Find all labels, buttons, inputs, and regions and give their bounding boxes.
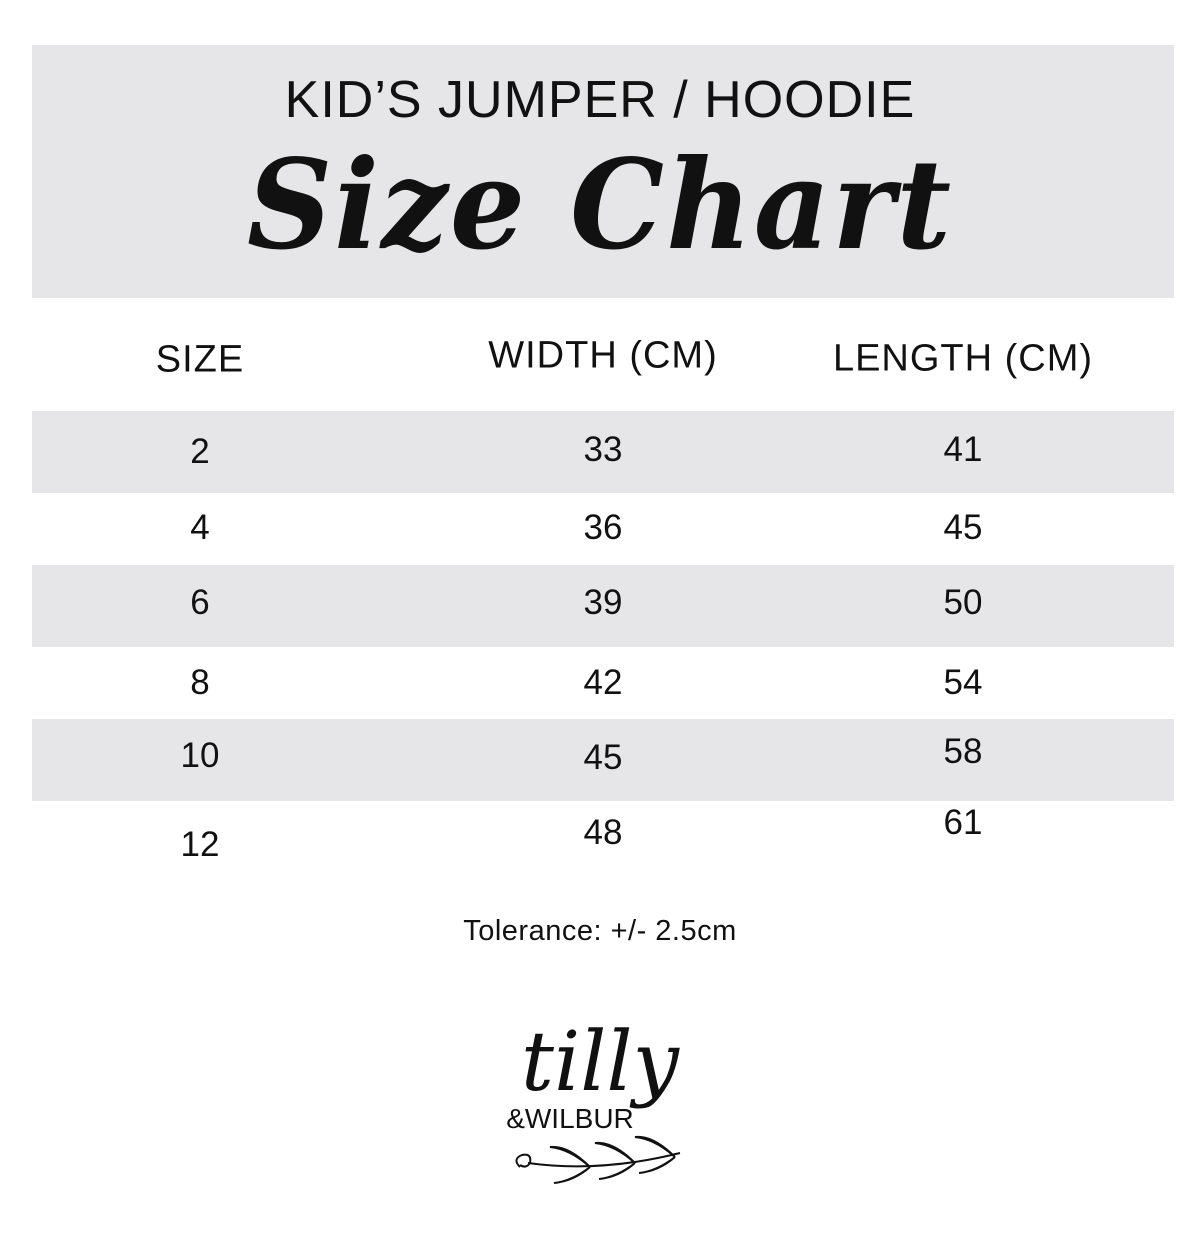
cell-size: 12 [180,825,220,864]
brand-logo: tilly &WILBUR [506,1015,681,1184]
column-header-width: WIDTH (CM) [488,334,718,377]
cell-size: 8 [190,663,210,702]
cell-width: 42 [583,663,623,702]
column-header-length: LENGTH (CM) [832,337,1094,380]
cell-length: 61 [943,803,983,842]
tolerance-note: Tolerance: +/- 2.5cm [463,915,737,947]
cell-length: 54 [943,663,983,702]
row-band [32,565,1174,647]
cell-size: 2 [190,432,210,471]
logo-script: tilly [521,1015,681,1110]
cell-length: 58 [943,732,983,771]
cell-width: 33 [583,430,623,469]
cell-width: 45 [583,738,623,777]
row-band [32,411,1174,493]
cell-width: 39 [583,583,623,622]
column-header-size: SIZE [155,338,245,381]
cell-size: 4 [190,508,210,547]
cell-length: 45 [943,508,983,547]
cell-width: 48 [583,813,623,852]
page-title: Size Chart [246,131,954,278]
cell-length: 41 [943,430,983,469]
product-subtitle: KID’S JUMPER / HOODIE [284,71,916,129]
cell-size: 10 [180,736,220,775]
cell-width: 36 [583,508,623,547]
header-banner [32,45,1174,298]
leaf-branch-icon [515,1135,681,1184]
logo-wordmark: &WILBUR [506,1103,634,1134]
cell-length: 50 [943,583,983,622]
row-band [32,719,1174,801]
cell-size: 6 [190,583,210,622]
